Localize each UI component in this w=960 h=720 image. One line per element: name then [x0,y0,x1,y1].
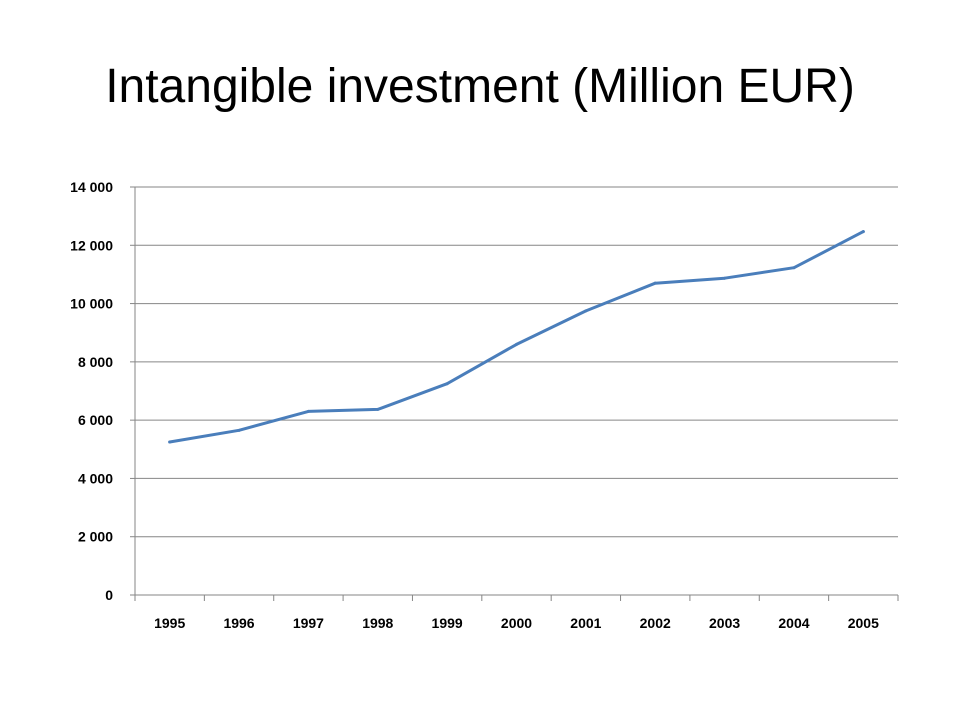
x-tick-label: 1998 [362,615,393,631]
x-tick-label: 1997 [293,615,324,631]
x-tick-label: 2003 [709,615,740,631]
y-axis-tick-labels: 0 2 000 4 000 6 000 8 000 10 000 12 000 14 000 [70,179,113,603]
data-point [306,409,310,413]
x-tick-label: 2000 [501,615,532,631]
y-tick-label: 8 000 [78,354,113,370]
x-tick-label: 1996 [223,615,254,631]
y-tick-label: 6 000 [78,412,113,428]
series-line-0 [168,230,865,444]
series-layer [168,230,865,444]
data-point [584,309,588,313]
x-tick-label: 1995 [154,615,185,631]
y-tick-label: 0 [105,587,113,603]
y-tick-label: 2 000 [78,529,113,545]
x-tick-label: 2002 [640,615,671,631]
data-point [792,266,796,270]
gridlines [135,186,898,538]
axes [130,186,899,601]
y-tick-label: 4 000 [78,470,113,486]
data-point [168,440,172,444]
y-tick-label: 10 000 [70,296,113,312]
data-point [445,382,449,386]
x-axis-tick-labels: 1995 1996 1997 1998 1999 2000 2001 2002 2003 2004… [154,615,879,631]
data-point [861,230,865,234]
x-tick-label: 2005 [848,615,879,631]
data-point [376,407,380,411]
data-point [723,276,727,280]
y-tick-label: 12 000 [70,237,113,253]
data-point [515,342,518,346]
data-point [653,281,657,285]
x-tick-label: 2004 [778,615,809,631]
x-tick-label: 2001 [570,615,601,631]
slide-title: Intangible investment (Million EUR) [105,60,855,113]
data-point [237,428,241,432]
x-tick-label: 1999 [432,615,463,631]
y-tick-label: 14 000 [70,179,113,195]
